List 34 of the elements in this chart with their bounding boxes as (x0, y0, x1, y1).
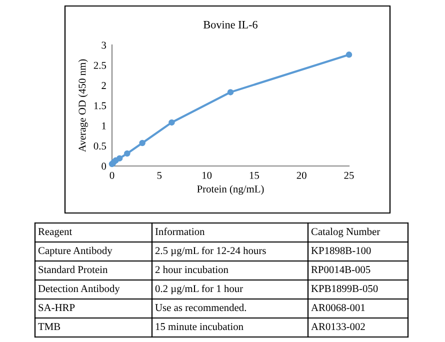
y-tick-label: 1 (102, 122, 106, 130)
text: SA-HRP (38, 304, 75, 312)
text: Reagent (38, 228, 72, 238)
text: Information (155, 228, 205, 236)
text: TMB (38, 323, 60, 330)
text: AR0133-002 (311, 323, 365, 330)
text: Capture Antibody (38, 246, 112, 256)
text: RP0014B-005 (311, 266, 370, 274)
y-tick-label: 0.5 (94, 142, 106, 150)
y-tick-label: 2 (102, 82, 106, 89)
x-tick-label: 5 (157, 172, 162, 179)
text: KPB1899B-050 (311, 285, 378, 292)
chart-title: Bovine IL-6 (204, 20, 258, 28)
text: Standard Protein (38, 266, 108, 274)
x-axis-title: Protein (ng/mL) (197, 185, 264, 195)
text: 2.5 µg/mL for 12-24 hours (155, 246, 266, 256)
text: Catalog Number (311, 228, 380, 238)
y-tick-label: 0 (102, 162, 106, 170)
text: 2 hour incubation (155, 266, 228, 274)
x-tick-label: 10 (202, 172, 212, 179)
text: Detection Antibody (38, 284, 120, 294)
x-tick-label: 0 (110, 172, 114, 179)
y-tick-label: 2.5 (94, 62, 106, 69)
x-tick-label: 20 (296, 172, 306, 179)
y-axis-title: Average OD (450 nm) (78, 59, 88, 152)
x-tick-label: 15 (250, 172, 259, 179)
y-tick-label: 1.5 (94, 102, 106, 110)
y-tick-label: 3 (102, 42, 106, 49)
text: 15 minute incubation (156, 322, 244, 330)
text: KP1898B-100 (311, 247, 371, 254)
text: 0.2 µg/mL for 1 hour (155, 284, 243, 294)
text: AR0068-001 (311, 304, 365, 312)
text: Use as recommended. (155, 304, 246, 312)
x-tick-label: 25 (344, 172, 354, 179)
